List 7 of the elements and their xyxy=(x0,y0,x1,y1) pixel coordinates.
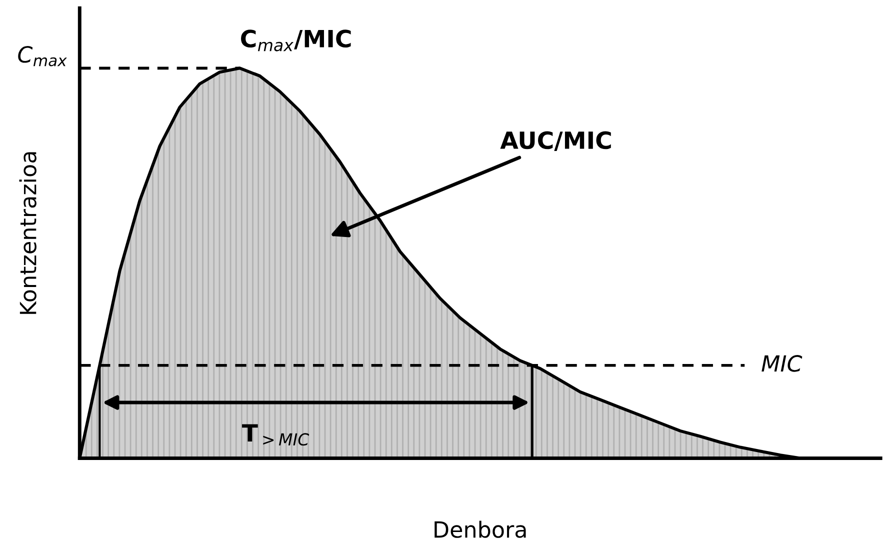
text: C$_{max}$/MIC xyxy=(241,30,351,52)
annotation: T$_{>MIC}$ xyxy=(242,424,310,446)
x-axis-title: Denbora xyxy=(434,520,526,538)
ref-line-label: MIC xyxy=(762,355,802,372)
ref-line-label: C$_{max}$ xyxy=(18,46,67,66)
annotation: AUC/MIC xyxy=(500,131,611,151)
y-axis-title: Kontzentrazioa xyxy=(19,152,36,314)
